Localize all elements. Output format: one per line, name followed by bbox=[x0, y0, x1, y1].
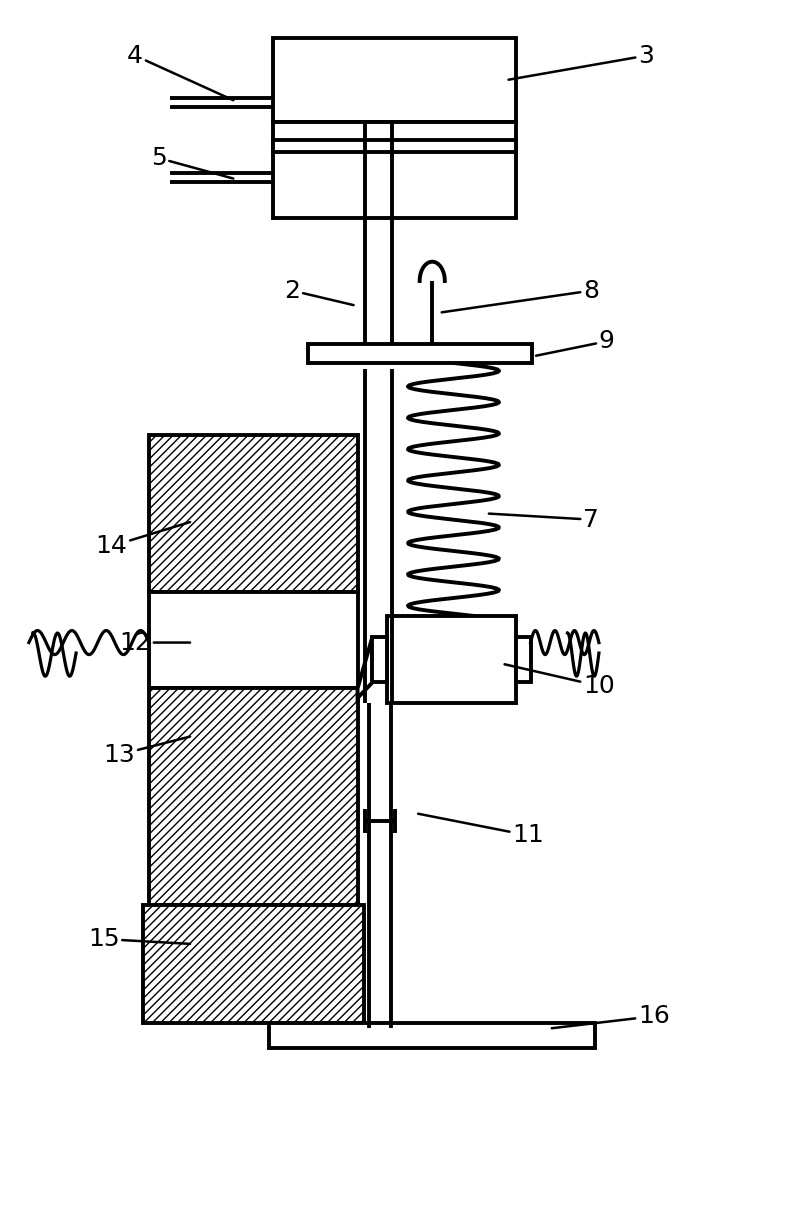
Bar bbox=[273, 37, 516, 122]
Text: 4: 4 bbox=[127, 43, 234, 100]
Bar bbox=[149, 435, 357, 592]
Text: 11: 11 bbox=[418, 814, 544, 847]
Text: 12: 12 bbox=[119, 631, 190, 655]
Bar bbox=[308, 343, 532, 362]
Text: 3: 3 bbox=[508, 43, 654, 80]
Text: 10: 10 bbox=[505, 664, 615, 698]
Text: 2: 2 bbox=[284, 279, 353, 306]
Bar bbox=[149, 689, 357, 905]
Text: 8: 8 bbox=[442, 279, 599, 313]
Text: 7: 7 bbox=[489, 507, 599, 532]
Bar bbox=[372, 637, 387, 683]
Text: 16: 16 bbox=[552, 1004, 670, 1028]
Text: 15: 15 bbox=[88, 927, 190, 951]
Bar bbox=[273, 122, 516, 219]
Bar bbox=[269, 1023, 595, 1047]
Polygon shape bbox=[357, 637, 372, 698]
Text: 14: 14 bbox=[95, 522, 190, 558]
Text: 5: 5 bbox=[151, 146, 234, 179]
Bar bbox=[387, 616, 516, 703]
Bar bbox=[516, 637, 530, 683]
Bar bbox=[273, 140, 516, 152]
Bar bbox=[149, 592, 357, 689]
Bar bbox=[143, 905, 364, 1023]
Text: 9: 9 bbox=[536, 330, 615, 355]
Text: 13: 13 bbox=[103, 737, 190, 767]
